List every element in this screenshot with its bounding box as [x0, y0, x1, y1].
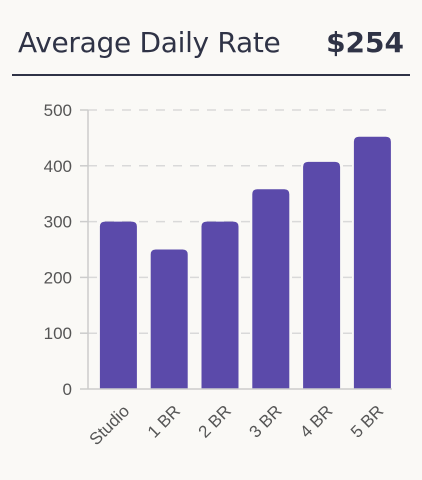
bar-1-br: [150, 249, 188, 389]
y-axis-ticks: 0 100 200 300 400 500: [44, 101, 88, 399]
bar-5-br: [353, 136, 391, 389]
axes: [87, 110, 392, 390]
bars: [99, 136, 391, 389]
average-daily-rate-value: $254: [326, 25, 404, 59]
bar-2-br: [201, 221, 239, 389]
y-tick-label: 400: [44, 157, 72, 176]
x-tick-label: 2 BR: [195, 401, 235, 441]
bar-3-br: [252, 189, 290, 389]
bar-studio: [99, 221, 137, 389]
y-tick-label: 300: [44, 213, 72, 232]
x-tick-label: 1 BR: [144, 401, 184, 441]
y-tick-label: 0: [63, 380, 72, 399]
bar-4-br: [303, 161, 341, 389]
y-tick-label: 100: [44, 324, 72, 343]
header-divider: [12, 74, 410, 76]
x-tick-label: 4 BR: [296, 401, 336, 441]
x-tick-label: 5 BR: [347, 401, 387, 441]
y-tick-label: 500: [44, 101, 72, 120]
x-tick-label: Studio: [86, 401, 134, 449]
x-axis-labels: Studio 1 BR 2 BR 3 BR 4 BR 5 BR: [86, 401, 388, 449]
y-tick-label: 200: [44, 268, 72, 287]
x-tick-label: 3 BR: [245, 401, 285, 441]
card-title: Average Daily Rate: [18, 25, 281, 59]
card-header: Average Daily Rate $254: [12, 18, 410, 66]
